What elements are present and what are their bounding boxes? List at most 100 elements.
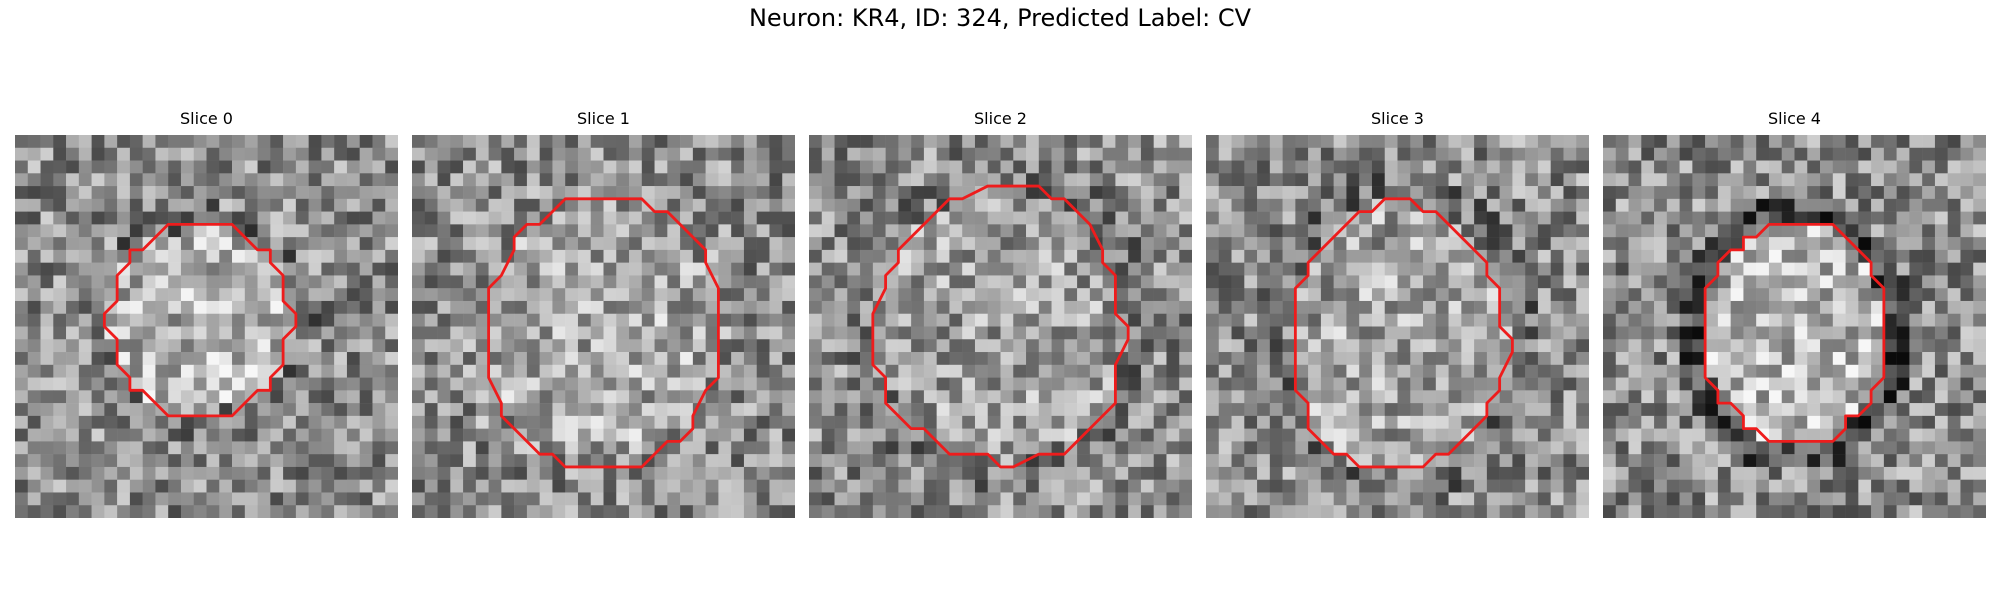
pixel	[974, 390, 988, 404]
pixel	[1717, 275, 1731, 289]
pixel	[463, 415, 477, 429]
pixel	[1781, 505, 1795, 518]
pixel	[359, 364, 373, 378]
pixel	[40, 186, 54, 200]
pixel	[936, 160, 950, 174]
pixel	[1692, 428, 1706, 442]
pixel	[1333, 415, 1347, 429]
pixel	[603, 173, 617, 187]
pixel	[1461, 211, 1475, 225]
pixel	[705, 326, 719, 340]
pixel	[1179, 275, 1192, 289]
pixel	[1128, 466, 1142, 480]
pixel	[629, 249, 643, 263]
pixel	[295, 505, 309, 518]
pixel	[437, 288, 451, 302]
pixel	[321, 403, 335, 417]
pixel	[1320, 173, 1334, 187]
pixel	[1628, 198, 1642, 212]
pixel	[1858, 415, 1872, 429]
pixel	[334, 300, 348, 314]
pixel	[1705, 186, 1719, 200]
pixel	[1435, 466, 1449, 480]
pixel	[321, 492, 335, 506]
pixel	[1397, 313, 1411, 327]
pixel	[1871, 403, 1885, 417]
pixel	[962, 339, 976, 353]
pixel	[219, 173, 233, 187]
pixel	[1218, 147, 1232, 161]
pixel	[27, 211, 41, 225]
pixel	[270, 454, 284, 468]
pixel	[232, 390, 246, 404]
pixel	[898, 186, 912, 200]
pixel	[962, 262, 976, 276]
pixel	[1730, 492, 1744, 506]
pixel	[1206, 326, 1220, 340]
pixel	[1423, 300, 1437, 314]
pixel	[641, 377, 655, 391]
pixel	[1282, 237, 1296, 251]
pixel	[1269, 224, 1283, 238]
pixel	[244, 505, 258, 518]
pixel	[257, 454, 271, 468]
pixel	[526, 415, 540, 429]
pixel	[1756, 300, 1770, 314]
pixel	[1641, 186, 1655, 200]
pixel	[321, 249, 335, 263]
pixel	[1410, 262, 1424, 276]
pixel	[577, 441, 591, 455]
pixel	[834, 352, 848, 366]
pixel	[526, 135, 540, 149]
pixel	[1781, 198, 1795, 212]
pixel	[629, 390, 643, 404]
pixel	[1333, 300, 1347, 314]
pixel	[1206, 492, 1220, 506]
pixel	[78, 352, 92, 366]
pixel	[1871, 211, 1885, 225]
pixel	[1231, 428, 1245, 442]
pixel	[104, 147, 118, 161]
pixel	[91, 466, 105, 480]
pixel	[616, 326, 630, 340]
pixel	[78, 377, 92, 391]
pixel	[193, 186, 207, 200]
pixel	[1218, 415, 1232, 429]
pixel	[1654, 326, 1668, 340]
pixel	[1641, 275, 1655, 289]
pixel	[1115, 441, 1129, 455]
pixel	[1295, 135, 1309, 149]
pixel	[1397, 211, 1411, 225]
pixel	[949, 505, 963, 518]
pixel	[1603, 479, 1617, 493]
pixel	[168, 288, 182, 302]
pixel	[244, 313, 258, 327]
pixel	[1423, 249, 1437, 263]
pixel	[1679, 160, 1693, 174]
pixel	[782, 352, 795, 366]
pixel	[526, 300, 540, 314]
pixel	[1666, 326, 1680, 340]
pixel	[1486, 403, 1500, 417]
pixel	[782, 454, 795, 468]
pixel	[1641, 300, 1655, 314]
pixel	[1051, 147, 1065, 161]
pixel	[1807, 262, 1821, 276]
pixel	[1654, 237, 1668, 251]
pixel	[743, 339, 757, 353]
pixel	[565, 275, 579, 289]
pixel	[53, 211, 67, 225]
pixel	[577, 147, 591, 161]
pixel	[1026, 466, 1040, 480]
pixel	[1820, 505, 1834, 518]
pixel	[641, 147, 655, 161]
pixel	[1641, 352, 1655, 366]
pixel	[78, 275, 92, 289]
pixel	[1896, 326, 1910, 340]
pixel	[1064, 505, 1078, 518]
pixel	[1140, 249, 1154, 263]
pixel	[1359, 186, 1373, 200]
pixel	[1845, 135, 1859, 149]
pixel	[860, 364, 874, 378]
pixel	[424, 288, 438, 302]
